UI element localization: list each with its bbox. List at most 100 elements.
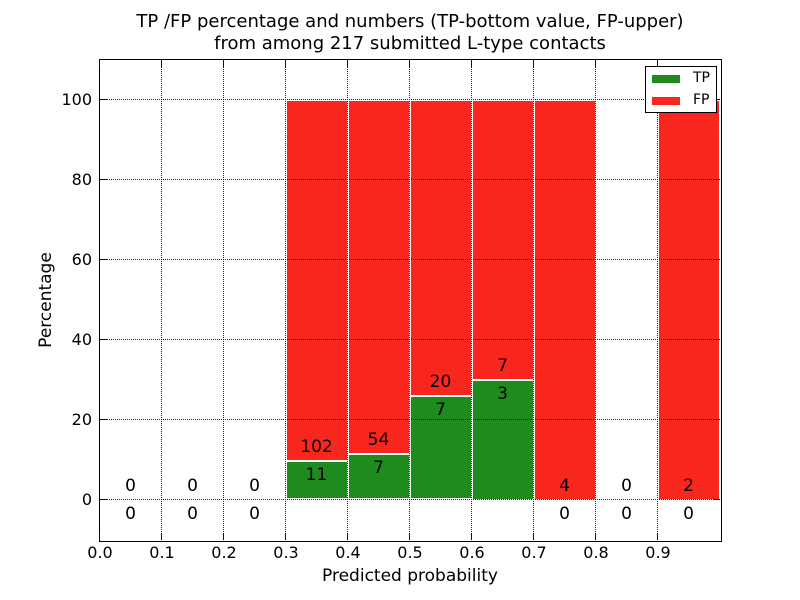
fp-count-label: 102 [300, 436, 333, 457]
y-tick-mark [712, 498, 720, 501]
x-tick-mark [656, 532, 659, 540]
x-tick-label: 0.9 [645, 543, 671, 562]
y-tick-label: 60 [71, 250, 92, 269]
y-tick-mark [712, 418, 720, 421]
x-tick-mark [98, 59, 101, 67]
tp-count-label: 0 [559, 503, 570, 524]
tp-count-label: 3 [497, 383, 508, 404]
tp-count-label: 7 [435, 399, 446, 420]
x-tick-mark [346, 532, 349, 540]
fp-bar-segment [409, 99, 472, 396]
x-tick-label: 0.8 [583, 543, 609, 562]
y-tick-label: 20 [71, 410, 92, 429]
y-tick-label: 0 [81, 490, 92, 509]
gridline-vertical [160, 59, 162, 540]
x-tick-label: 0.6 [459, 543, 485, 562]
x-tick-mark [222, 59, 225, 67]
gridline-vertical [408, 59, 410, 540]
gridline-vertical [470, 59, 472, 540]
y-tick-label: 100 [61, 90, 92, 109]
x-tick-mark [656, 59, 659, 67]
gridline-vertical [532, 59, 534, 540]
tp-bar-segment [471, 379, 534, 500]
x-tick-label: 0.3 [273, 543, 299, 562]
x-tick-mark [594, 59, 597, 67]
y-tick-mark [99, 338, 107, 341]
tp-bar-segment [409, 395, 472, 500]
y-tick-label: 80 [71, 170, 92, 189]
tp-count-label: 0 [621, 503, 632, 524]
chart-title-line1: TP /FP percentage and numbers (TP-bottom… [136, 11, 684, 32]
fp-count-label: 7 [497, 355, 508, 376]
x-tick-mark [284, 59, 287, 67]
x-tick-label: 0.7 [521, 543, 547, 562]
fp-legend-label: FP [693, 92, 710, 108]
x-tick-label: 0.4 [335, 543, 361, 562]
legend-item-fp: FP [652, 93, 710, 108]
x-tick-mark [470, 59, 473, 67]
x-tick-mark [594, 532, 597, 540]
legend-item-tp: TP [652, 71, 710, 86]
tp-bar-segment [285, 460, 348, 500]
y-tick-mark [712, 258, 720, 261]
x-tick-label: 0.1 [149, 543, 175, 562]
legend: TP FP [645, 66, 717, 113]
fp-count-label: 20 [429, 371, 452, 392]
tp-count-label: 0 [187, 503, 198, 524]
y-axis-label: Percentage [36, 252, 56, 348]
fp-count-label: 0 [621, 475, 632, 496]
y-tick-mark [99, 258, 107, 261]
chart-title-line2: from among 217 submitted L-type contacts [214, 33, 606, 54]
y-tick-mark [712, 178, 720, 181]
fp-count-label: 4 [559, 475, 570, 496]
fp-bar-segment [471, 99, 534, 380]
x-tick-mark [346, 59, 349, 67]
y-tick-mark [99, 98, 107, 101]
x-tick-mark [532, 532, 535, 540]
fp-bar-segment [533, 99, 596, 500]
tp-count-label: 11 [305, 464, 328, 485]
grid-layer [99, 59, 720, 540]
x-axis-label: Predicted probability [322, 566, 498, 586]
bar-count-labels-layer: 0 0 0 0 0 0 102 11 54 7 20 7 7 3 4 0 0 0 2 0 [100, 60, 720, 540]
x-tick-mark [222, 532, 225, 540]
gridline-vertical [284, 59, 286, 540]
tp-count-label: 7 [373, 457, 384, 478]
y-tick-label: 40 [71, 330, 92, 349]
tp-legend-label: TP [693, 70, 710, 86]
fp-count-label: 0 [249, 475, 260, 496]
fp-legend-swatch-icon [652, 96, 680, 105]
fp-bar-segment [285, 99, 348, 461]
x-tick-mark [160, 59, 163, 67]
fp-count-label: 0 [187, 475, 198, 496]
fp-count-label: 2 [683, 475, 694, 496]
x-tick-mark [160, 532, 163, 540]
x-tick-label: 0.5 [397, 543, 423, 562]
bars-layer [100, 60, 720, 540]
x-tick-mark [470, 532, 473, 540]
tp-legend-swatch-icon [652, 74, 680, 83]
tp-count-label: 0 [249, 503, 260, 524]
x-tick-mark [408, 532, 411, 540]
gridline-vertical [594, 59, 596, 540]
y-tick-mark [99, 418, 107, 421]
y-tick-mark [99, 498, 107, 501]
x-tick-mark [284, 532, 287, 540]
fp-count-label: 54 [367, 429, 390, 450]
ticks-layer [98, 59, 720, 540]
plot-area: 0 0 0 0 0 0 102 11 54 7 20 7 7 3 4 0 0 0 2 0 [98, 58, 722, 542]
y-tick-mark [99, 178, 107, 181]
x-tick-label: 0.0 [87, 543, 113, 562]
x-tick-mark [98, 532, 101, 540]
gridline-vertical [222, 59, 224, 540]
fp-bar-segment [657, 99, 720, 500]
gridline-vertical [656, 59, 658, 540]
fp-count-label: 0 [125, 475, 136, 496]
x-tick-mark [532, 59, 535, 67]
x-tick-label: 0.2 [211, 543, 237, 562]
tp-count-label: 0 [683, 503, 694, 524]
x-tick-mark [408, 59, 411, 67]
y-tick-mark [712, 338, 720, 341]
tp-count-label: 0 [125, 503, 136, 524]
